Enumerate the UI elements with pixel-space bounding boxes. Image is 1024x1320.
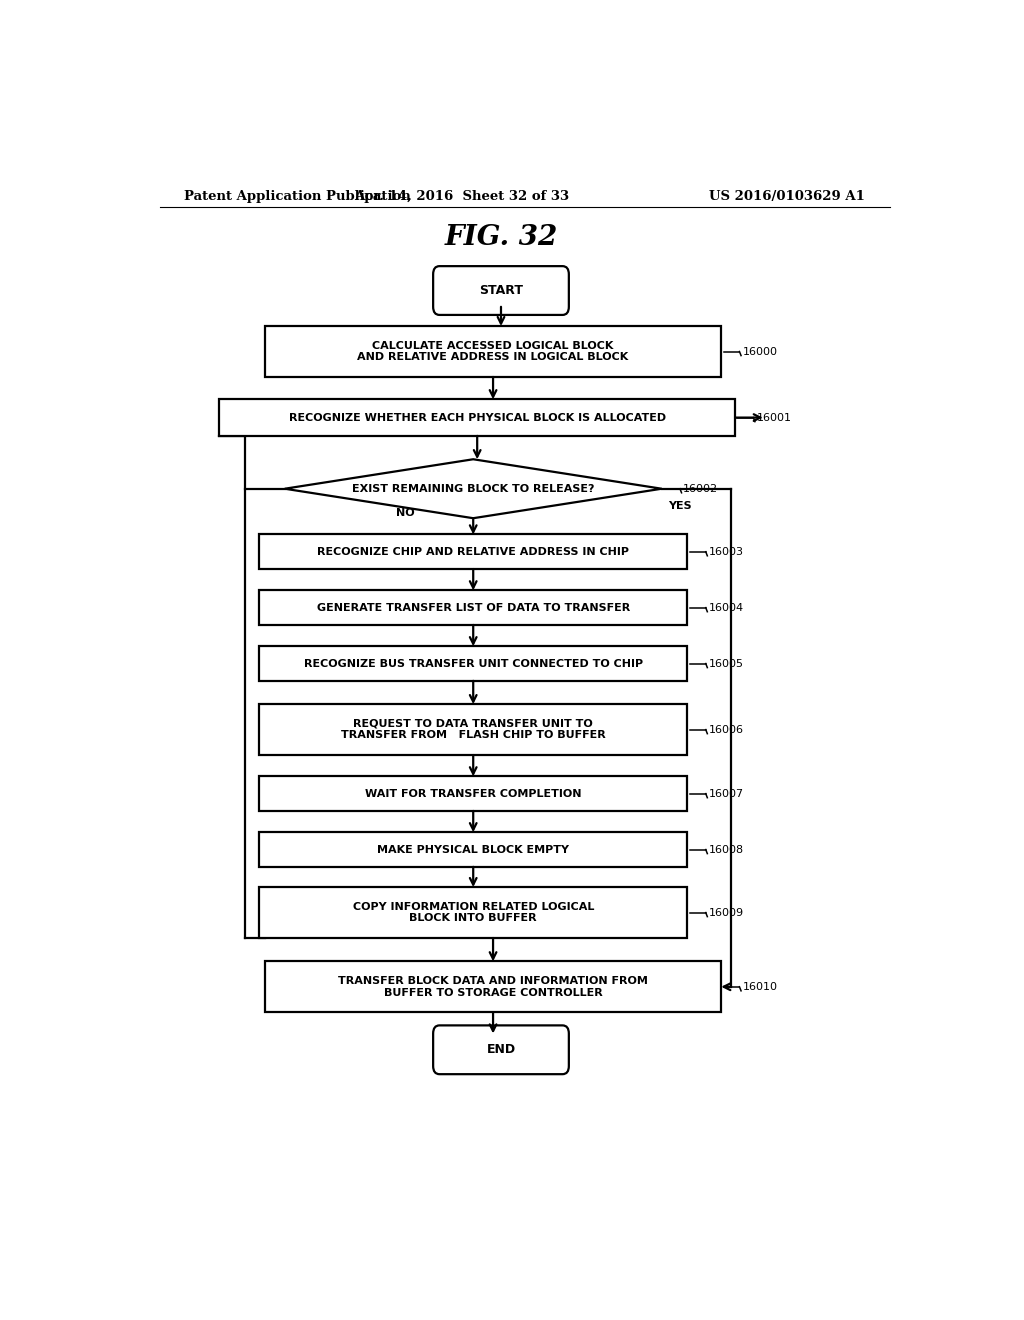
Text: CALCULATE ACCESSED LOGICAL BLOCK
AND RELATIVE ADDRESS IN LOGICAL BLOCK: CALCULATE ACCESSED LOGICAL BLOCK AND REL…: [357, 341, 629, 362]
Text: RECOGNIZE CHIP AND RELATIVE ADDRESS IN CHIP: RECOGNIZE CHIP AND RELATIVE ADDRESS IN C…: [317, 546, 629, 557]
Text: EXIST REMAINING BLOCK TO RELEASE?: EXIST REMAINING BLOCK TO RELEASE?: [352, 483, 595, 494]
Text: 16001: 16001: [757, 413, 792, 422]
Text: WAIT FOR TRANSFER COMPLETION: WAIT FOR TRANSFER COMPLETION: [365, 788, 582, 799]
Text: MAKE PHYSICAL BLOCK EMPTY: MAKE PHYSICAL BLOCK EMPTY: [377, 845, 569, 854]
Text: 16003: 16003: [709, 546, 743, 557]
Text: Patent Application Publication: Patent Application Publication: [183, 190, 411, 202]
Text: Apr. 14, 2016  Sheet 32 of 33: Apr. 14, 2016 Sheet 32 of 33: [353, 190, 569, 202]
Bar: [259, 535, 687, 569]
Polygon shape: [285, 459, 662, 519]
Bar: [259, 647, 687, 681]
Text: REQUEST TO DATA TRANSFER UNIT TO
TRANSFER FROM   FLASH CHIP TO BUFFER: REQUEST TO DATA TRANSFER UNIT TO TRANSFE…: [341, 719, 605, 741]
Text: 16002: 16002: [683, 483, 718, 494]
Text: RECOGNIZE WHETHER EACH PHYSICAL BLOCK IS ALLOCATED: RECOGNIZE WHETHER EACH PHYSICAL BLOCK IS…: [289, 413, 666, 422]
Bar: [265, 961, 721, 1012]
Text: NO: NO: [396, 508, 415, 519]
Bar: [259, 776, 687, 810]
Text: 16000: 16000: [742, 347, 777, 356]
Bar: [259, 833, 687, 867]
Text: TRANSFER BLOCK DATA AND INFORMATION FROM
BUFFER TO STORAGE CONTROLLER: TRANSFER BLOCK DATA AND INFORMATION FROM…: [338, 975, 648, 998]
Text: START: START: [479, 284, 523, 297]
Text: 16008: 16008: [709, 845, 744, 854]
Bar: [219, 399, 735, 436]
Text: 16006: 16006: [709, 725, 743, 735]
Bar: [259, 887, 687, 939]
Bar: [265, 326, 721, 378]
Text: 16004: 16004: [709, 603, 744, 612]
Text: 16005: 16005: [709, 659, 743, 668]
Bar: [259, 590, 687, 624]
Text: FIG. 32: FIG. 32: [444, 224, 558, 251]
Text: 16007: 16007: [709, 788, 744, 799]
Text: 16009: 16009: [709, 908, 744, 917]
FancyBboxPatch shape: [433, 1026, 569, 1074]
Bar: [259, 704, 687, 755]
Text: GENERATE TRANSFER LIST OF DATA TO TRANSFER: GENERATE TRANSFER LIST OF DATA TO TRANSF…: [316, 603, 630, 612]
FancyBboxPatch shape: [433, 267, 569, 315]
Text: YES: YES: [668, 502, 691, 511]
Text: RECOGNIZE BUS TRANSFER UNIT CONNECTED TO CHIP: RECOGNIZE BUS TRANSFER UNIT CONNECTED TO…: [304, 659, 643, 668]
Text: US 2016/0103629 A1: US 2016/0103629 A1: [709, 190, 864, 202]
Text: COPY INFORMATION RELATED LOGICAL
BLOCK INTO BUFFER: COPY INFORMATION RELATED LOGICAL BLOCK I…: [352, 902, 594, 924]
Text: 16010: 16010: [742, 982, 777, 991]
Text: END: END: [486, 1043, 515, 1056]
